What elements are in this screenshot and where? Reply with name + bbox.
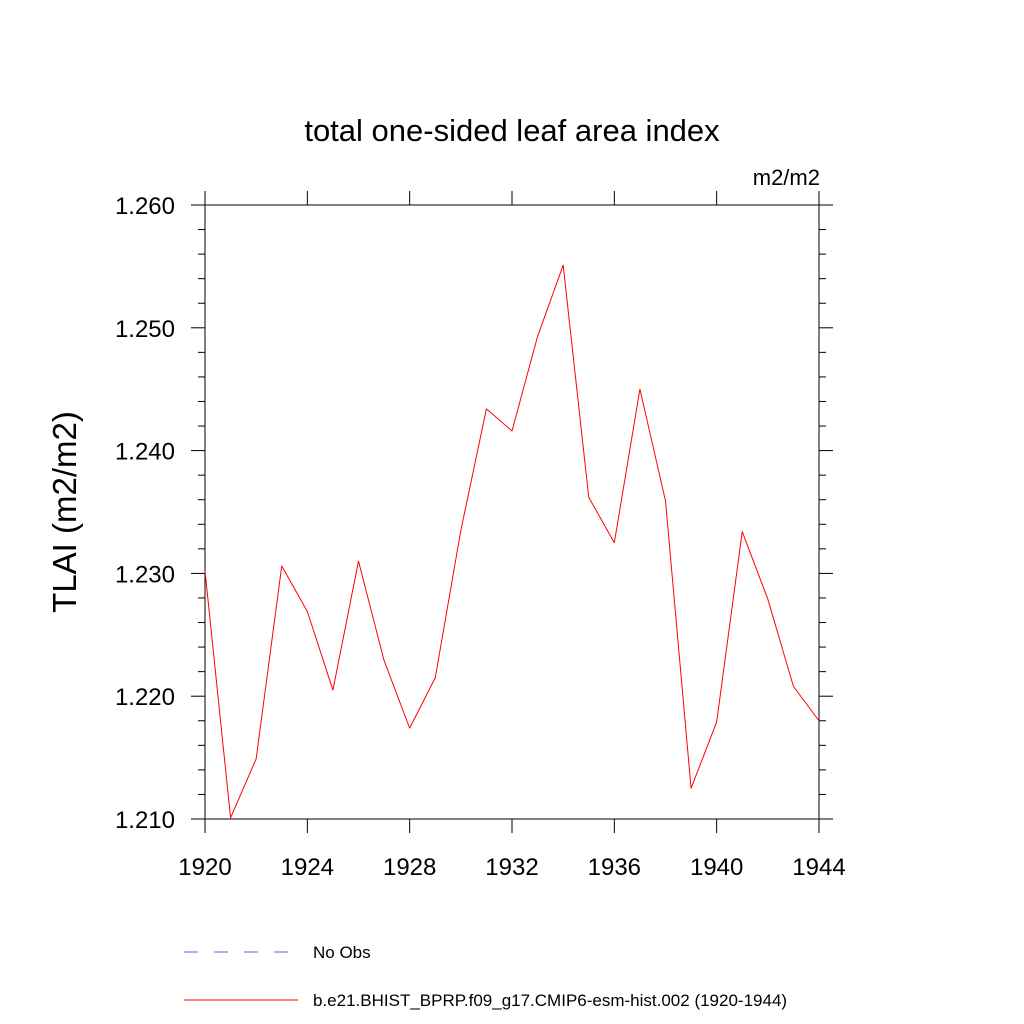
plot-frame — [204, 204, 820, 820]
axis-ticks — [191, 191, 833, 833]
y-tick-label: 1.230 — [115, 561, 175, 588]
y-tick-label: 1.210 — [115, 807, 175, 834]
x-tick-label: 1924 — [281, 854, 334, 881]
legend-label: No Obs — [313, 943, 371, 962]
x-tick-label: 1940 — [690, 854, 743, 881]
units-label: m2/m2 — [753, 165, 820, 190]
y-tick-label: 1.250 — [115, 316, 175, 343]
x-tick-label: 1920 — [178, 854, 231, 881]
y-tick-label: 1.260 — [115, 193, 175, 220]
x-tick-label: 1936 — [588, 854, 641, 881]
data-series — [204, 264, 820, 819]
y-tick-label: 1.240 — [115, 439, 175, 466]
series-line — [204, 264, 820, 819]
x-tick-label: 1928 — [383, 854, 436, 881]
x-tick-label: 1932 — [485, 854, 538, 881]
y-axis-label: TLAI (m2/m2) — [46, 411, 83, 613]
x-tick-label: 1944 — [792, 854, 845, 881]
chart-title: total one-sided leaf area index — [304, 113, 720, 148]
legend: No Obs b.e21.BHIST_BPRP.f09_g17.CMIP6-esm… — [184, 943, 787, 1010]
legend-label: b.e21.BHIST_BPRP.f09_g17.CMIP6-esm-hist.… — [313, 991, 787, 1010]
y-tick-label: 1.220 — [115, 684, 175, 711]
axis-tick-labels: 1920 1924 1928 1932 1936 1940 1944 1.210 1.220 1.… — [115, 193, 846, 881]
